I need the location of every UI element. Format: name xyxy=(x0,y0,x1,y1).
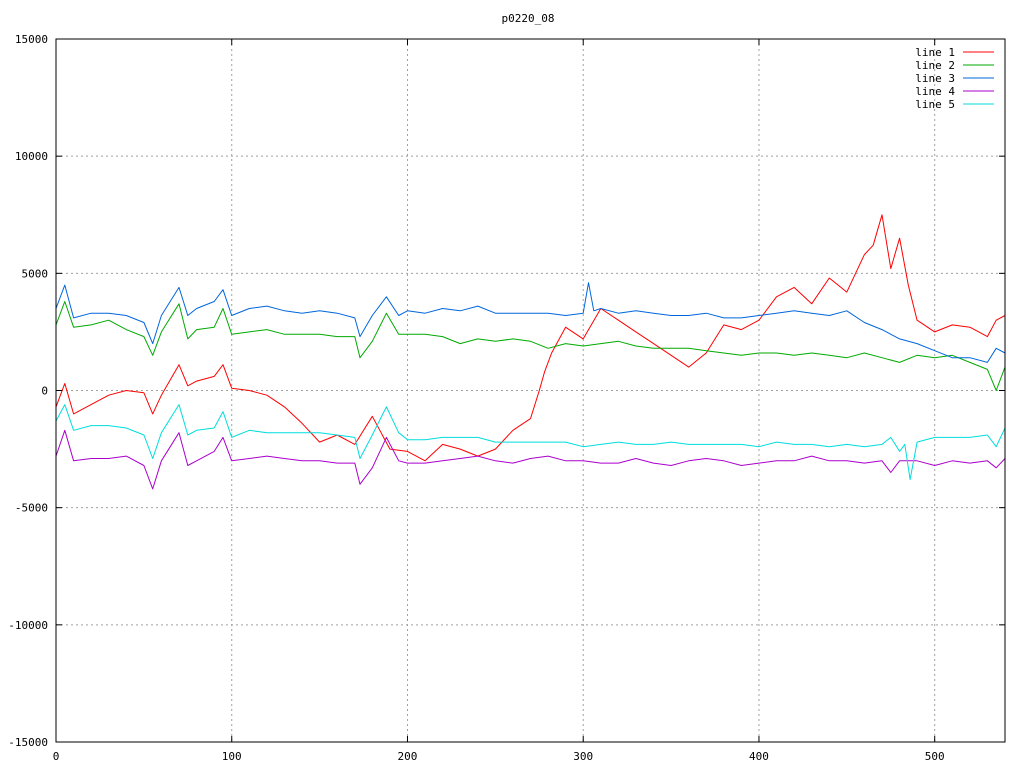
y-tick-label: 10000 xyxy=(15,150,48,163)
grid-lines xyxy=(56,39,1005,742)
legend-label: line 1 xyxy=(915,46,955,59)
y-tick-label: -5000 xyxy=(15,502,48,515)
series-line-3 xyxy=(55,282,1006,363)
y-tick-label: 5000 xyxy=(22,267,49,280)
y-tick-label: -10000 xyxy=(8,619,48,632)
x-tick-label: 0 xyxy=(53,750,60,763)
x-tick-label: 200 xyxy=(398,750,418,763)
legend-label: line 4 xyxy=(915,85,955,98)
x-tick-label: 300 xyxy=(573,750,593,763)
series-line-4 xyxy=(55,429,1006,490)
series-line-2 xyxy=(55,301,1006,391)
legend-label: line 2 xyxy=(915,59,955,72)
chart-title: p0220_08 xyxy=(502,12,555,25)
x-tick-label: 500 xyxy=(925,750,945,763)
y-tick-label: 0 xyxy=(41,385,48,398)
legend-label: line 5 xyxy=(915,98,955,111)
x-tick-label: 400 xyxy=(749,750,769,763)
series-line-1 xyxy=(55,214,1006,462)
legend-label: line 3 xyxy=(915,72,955,85)
x-tick-label: 100 xyxy=(222,750,242,763)
series-line-5 xyxy=(55,404,1006,480)
axis-ticks: -15000 -10000 -5000 0 5000 10000 15000 0 100 200 3… xyxy=(8,33,1005,763)
series-layer xyxy=(55,214,1006,490)
y-tick-label: -15000 xyxy=(8,736,48,749)
y-tick-label: 15000 xyxy=(15,33,48,46)
